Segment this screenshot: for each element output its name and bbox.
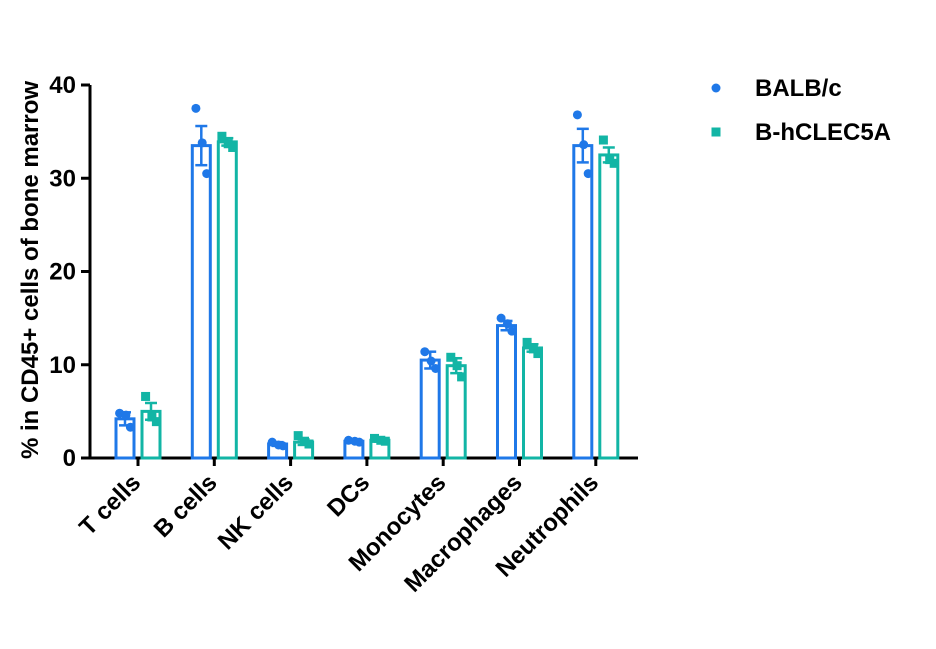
y-tick-label: 10 [49,352,76,379]
data-point [304,439,314,449]
data-point [121,410,131,420]
data-point [228,142,238,152]
data-point [151,417,161,427]
data-point [370,433,379,443]
data-point [420,347,430,357]
bar [496,324,517,460]
data-point [380,436,390,446]
data-point [125,422,135,432]
data-point [457,372,467,382]
data-point [496,313,506,323]
data-point [354,437,364,447]
legend-marker [711,127,721,137]
y-tick-label: 30 [49,165,76,192]
legend-label: BALB/c [755,75,842,102]
y-tick-label: 20 [49,259,76,286]
data-point [202,169,212,179]
data-point [278,441,288,451]
y-axis-title: % in CD45+ cells of bone marrow [17,81,44,459]
data-point [197,138,207,148]
data-point [147,412,157,422]
x-category-label: NK cells [213,469,299,555]
data-point [217,131,227,141]
data-point [583,169,593,179]
bar [522,346,543,460]
data-point [446,352,456,362]
bar [419,358,441,460]
bar [216,140,238,460]
axes [81,83,638,466]
y-tick-labels: 0 10 20 30 40 [49,72,76,472]
data-point [522,337,532,347]
bars [114,103,620,460]
x-category-label: B cells [149,469,223,543]
x-category-label: T cells [74,469,146,541]
data-point [293,431,303,441]
data-point [507,326,517,336]
data-point [572,110,582,120]
data-point [579,140,589,150]
x-category-label: DCs [322,469,375,522]
data-point [431,363,441,373]
bar [598,153,620,460]
legend-label: B-hCLEC5A [755,119,891,146]
data-point [502,319,512,329]
data-point [533,349,543,359]
y-tick-label: 0 [63,445,76,472]
data-point [141,391,151,401]
data-point [191,103,201,113]
data-point [598,135,608,145]
data-point [528,344,538,354]
y-tick-label: 40 [49,72,76,99]
bar [190,144,212,460]
bar [572,144,594,460]
data-point [426,356,436,366]
data-point [452,361,462,371]
legend: BALB/c B-hCLEC5A [711,75,891,146]
legend-marker [711,83,721,93]
data-point [609,158,619,168]
